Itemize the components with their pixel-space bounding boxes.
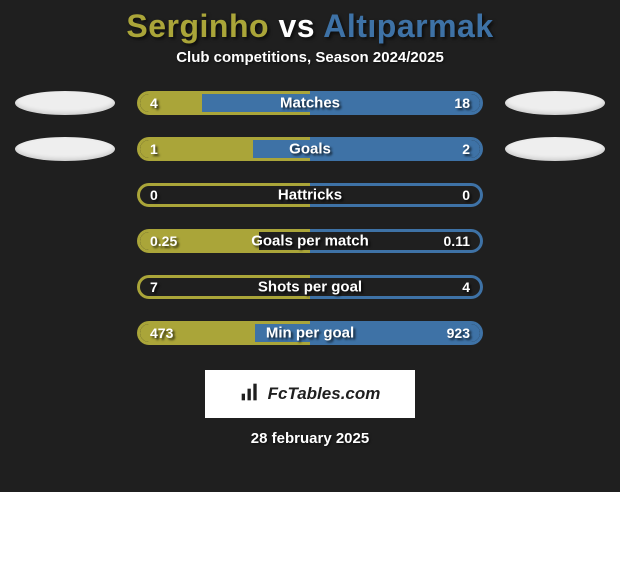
comparison-infographic: Serginho vs Altıparmak Club competitions… — [0, 0, 620, 492]
title-player1: Serginho — [126, 8, 269, 44]
stat-row: Matches 4 18 — [140, 94, 480, 112]
player-portrait-right — [505, 137, 605, 161]
stat-value-left: 473 — [150, 325, 173, 341]
stat-bar-right — [253, 140, 480, 158]
player-portrait-left — [15, 91, 115, 115]
stat-label: Goals — [289, 141, 331, 158]
stat-value-left: 4 — [150, 95, 158, 111]
stat-bar-right — [202, 94, 480, 112]
stat-value-right: 2 — [462, 141, 470, 157]
stat-row: Hattricks 0 0 — [140, 186, 480, 204]
stat-value-right: 923 — [447, 325, 470, 341]
subtitle: Club competitions, Season 2024/2025 — [176, 49, 444, 66]
stat-value-right: 0.11 — [444, 233, 470, 249]
stat-label: Goals per match — [251, 233, 369, 250]
bars-icon — [240, 382, 260, 407]
stat-value-right: 0 — [462, 187, 470, 203]
player-portrait-right — [505, 91, 605, 115]
stat-row: Min per goal 473 923 — [140, 324, 480, 342]
stat-row: Shots per goal 7 4 — [140, 278, 480, 296]
title-player2: Altıparmak — [323, 8, 493, 44]
stat-value-left: 1 — [150, 141, 158, 157]
player-portrait-left — [15, 137, 115, 161]
stat-value-right: 18 — [454, 95, 470, 111]
stat-row: Goals 1 2 — [140, 140, 480, 158]
page-title: Serginho vs Altıparmak — [126, 8, 493, 45]
stat-row: Goals per match 0.25 0.11 — [140, 232, 480, 250]
stat-value-left: 0 — [150, 187, 158, 203]
badge-text: FcTables.com — [268, 384, 381, 404]
title-vs: vs — [278, 8, 315, 44]
stat-value-left: 0.25 — [150, 233, 177, 249]
stats-container: Matches 4 18 Goals 1 2 Hattricks 0 0 Goals per ma… — [140, 94, 480, 342]
footer-date: 28 february 2025 — [251, 430, 369, 447]
source-badge: FcTables.com — [205, 370, 415, 418]
stat-value-right: 4 — [462, 279, 470, 295]
stat-value-left: 7 — [150, 279, 158, 295]
stat-label: Matches — [280, 95, 340, 112]
stat-label: Min per goal — [266, 325, 354, 342]
stat-label: Shots per goal — [258, 279, 362, 296]
stat-label: Hattricks — [278, 187, 342, 204]
